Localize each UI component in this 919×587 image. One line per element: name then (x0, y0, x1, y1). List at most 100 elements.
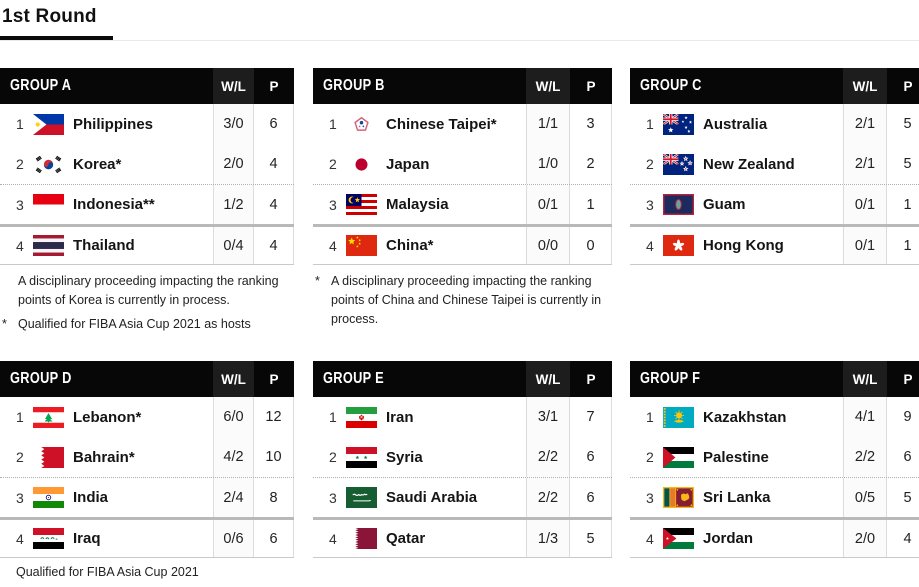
rank: 4 (16, 237, 24, 254)
points-value: 2 (570, 144, 612, 184)
team-name: China* (386, 237, 434, 254)
flag-icon (33, 235, 64, 256)
team-name: Iraq (73, 530, 101, 547)
table-row[interactable]: 1 Kazakhstan 4/1 9 (630, 397, 919, 437)
team-name: Kazakhstan (703, 408, 787, 426)
rank: 2 (16, 156, 24, 172)
table-row[interactable]: 3 Malaysia 0/1 1 (313, 184, 612, 224)
flag-icon (663, 153, 694, 175)
footnote-text: A disciplinary proceeding impacting the … (18, 274, 279, 307)
table-row[interactable]: 4 Hong Kong 0/1 1 (630, 224, 919, 264)
group-title: GROUP D (10, 370, 72, 387)
team-name: Bahrain* (73, 448, 135, 466)
points-value: 1 (887, 227, 919, 264)
footnote-marker: * (315, 274, 320, 288)
column-header-points: P (269, 371, 279, 387)
team-name: Qatar (386, 530, 426, 547)
win-loss-value: 0/4 (213, 227, 254, 264)
team-name: Chinese Taipei* (386, 115, 497, 133)
table-row[interactable]: 2 Palestine 2/2 6 (630, 437, 919, 477)
table-row[interactable]: 4 Iraq 0/6 6 (0, 517, 294, 557)
table-row[interactable]: 4 China* 0/0 0 (313, 224, 612, 264)
table-row[interactable]: 3 India 2/4 8 (0, 477, 294, 517)
flag-icon (346, 406, 377, 428)
points-value: 3 (570, 104, 612, 144)
group-header: GROUP B W/L P (313, 68, 612, 104)
table-row[interactable]: 2 Japan 1/0 2 (313, 144, 612, 184)
tab-1st-round[interactable]: 1st Round (2, 6, 97, 27)
points-value: 5 (887, 478, 919, 517)
group-title: GROUP F (640, 370, 701, 387)
flag-icon (346, 194, 377, 215)
table-row[interactable]: 4 Jordan 2/0 4 (630, 517, 919, 557)
points-value: 8 (254, 478, 294, 517)
points-value: 5 (887, 144, 919, 184)
table-row[interactable]: 1 Lebanon* 6/0 12 (0, 397, 294, 437)
table-row[interactable]: 2 New Zealand 2/1 5 (630, 144, 919, 184)
table-row[interactable]: 3 Sri Lanka 0/5 5 (630, 477, 919, 517)
table-row[interactable]: 2 Korea* 2/0 4 (0, 144, 294, 184)
group-title: GROUP A (10, 77, 72, 94)
footnote-marker: * (2, 317, 7, 331)
flag-icon (346, 528, 377, 549)
group-c-table: GROUP C W/L P 1 Australia 2/1 5 2 New Ze… (630, 68, 919, 265)
active-tab-underline (0, 36, 113, 41)
win-loss-value: 2/4 (213, 478, 254, 517)
rank: 4 (329, 237, 337, 254)
rank: 2 (329, 156, 337, 172)
table-row[interactable]: 4 Thailand 0/4 4 (0, 224, 294, 264)
points-value: 6 (570, 478, 612, 517)
table-row[interactable]: 1 Philippines 3/0 6 (0, 104, 294, 144)
points-value: 6 (570, 437, 612, 477)
group-header: GROUP A W/L P (0, 68, 294, 104)
table-row[interactable]: 4 Qatar 1/3 5 (313, 517, 612, 557)
rank: 2 (646, 449, 654, 465)
column-header-wl: W/L (843, 361, 887, 397)
flag-icon (33, 487, 64, 508)
team-name: Guam (703, 196, 746, 213)
table-row[interactable]: 1 Australia 2/1 5 (630, 104, 919, 144)
win-loss-value: 4/2 (213, 437, 254, 477)
column-header-points: P (903, 371, 913, 387)
flag-icon (663, 446, 694, 468)
points-value: 7 (570, 397, 612, 437)
rank: 1 (16, 409, 24, 425)
table-row[interactable]: 3 Guam 0/1 1 (630, 184, 919, 224)
points-value: 4 (254, 185, 294, 224)
footnote-marker (2, 272, 18, 310)
points-value: 4 (254, 227, 294, 264)
group-header: GROUP F W/L P (630, 361, 919, 397)
table-row[interactable]: 2 Bahrain* 4/2 10 (0, 437, 294, 477)
rank: 3 (646, 489, 654, 506)
table-row[interactable]: 1 Iran 3/1 7 (313, 397, 612, 437)
points-value: 6 (254, 104, 294, 144)
win-loss-value: 6/0 (213, 397, 254, 437)
footnote-text: Qualified for FIBA Asia Cup 2021 as host… (18, 317, 251, 331)
points-value: 10 (254, 437, 294, 477)
table-row[interactable]: 2 Syria 2/2 6 (313, 437, 612, 477)
rank: 4 (16, 530, 24, 547)
rank: 1 (329, 116, 337, 132)
flag-icon (346, 446, 377, 468)
table-row[interactable]: 3 Saudi Arabia 2/2 6 (313, 477, 612, 517)
points-value: 5 (887, 104, 919, 144)
flag-icon (663, 406, 694, 428)
column-header-wl: W/L (213, 361, 254, 397)
win-loss-value: 1/3 (526, 520, 570, 557)
column-header-points: P (586, 371, 596, 387)
team-name: Australia (703, 115, 768, 133)
flag-icon (33, 446, 64, 468)
team-name: Saudi Arabia (386, 489, 478, 506)
table-row[interactable]: 1 Chinese Taipei* 1/1 3 (313, 104, 612, 144)
column-header-wl: W/L (843, 68, 887, 104)
footnote-text: A disciplinary proceeding impacting the … (331, 274, 602, 326)
column-header-wl: W/L (526, 68, 570, 104)
points-value: 4 (887, 520, 919, 557)
group-b-notes: * A disciplinary proceeding impacting th… (315, 272, 607, 334)
table-row[interactable]: 3 Indonesia** 1/2 4 (0, 184, 294, 224)
rank: 2 (646, 156, 654, 172)
footnote-text: Qualified for FIBA Asia Cup 2021 (16, 565, 199, 579)
points-value: 1 (887, 185, 919, 224)
win-loss-value: 3/0 (213, 104, 254, 144)
win-loss-value: 0/1 (843, 227, 887, 264)
